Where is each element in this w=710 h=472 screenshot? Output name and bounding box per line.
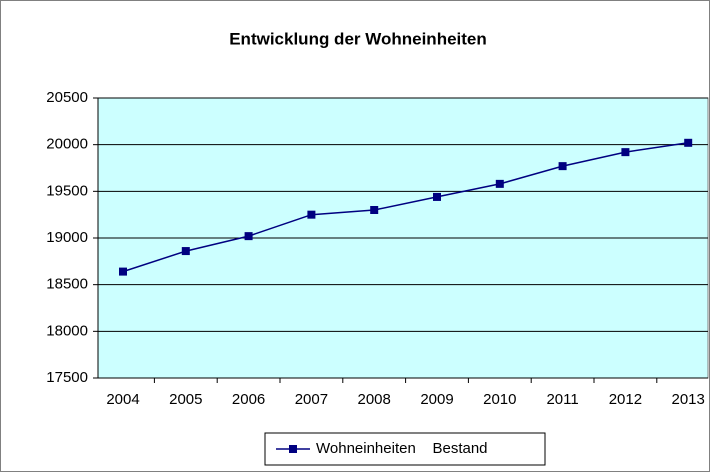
marker <box>621 148 630 157</box>
x-tick-label: 2007 <box>295 391 328 408</box>
x-tick-label: 2006 <box>232 391 265 408</box>
y-tick-label: 19500 <box>46 182 88 199</box>
marker <box>119 267 127 276</box>
marker <box>684 138 693 147</box>
marker <box>307 210 316 219</box>
marker <box>370 206 379 214</box>
x-tick-label: 2005 <box>169 391 202 408</box>
y-tick-label: 18500 <box>46 276 88 293</box>
x-tick-label: 2012 <box>609 391 642 408</box>
marker <box>433 192 441 201</box>
x-tick-label: 2010 <box>483 391 516 408</box>
marker <box>495 179 504 188</box>
y-tick-label: 17500 <box>46 369 88 386</box>
marker <box>181 247 190 256</box>
x-tick-label: 2011 <box>546 391 578 408</box>
x-tick-label: 2008 <box>358 391 391 408</box>
y-tick-label: 19000 <box>46 229 88 246</box>
y-tick-label: 20500 <box>46 89 88 106</box>
y-tick-label: 18000 <box>46 322 88 339</box>
x-tick-label: 2013 <box>672 391 705 408</box>
x-tick-label: 2004 <box>106 391 139 408</box>
legend-label: Wohneinheiten Bestand <box>316 440 488 457</box>
chart-title: Entwicklung der Wohneinheiten <box>229 29 487 48</box>
y-tick-label: 20000 <box>46 136 88 153</box>
marker <box>558 162 567 171</box>
marker <box>244 232 253 241</box>
series-line <box>122 142 689 273</box>
legend-box <box>264 432 546 466</box>
legend-marker <box>289 445 297 453</box>
x-tick-label: 2009 <box>420 391 453 408</box>
